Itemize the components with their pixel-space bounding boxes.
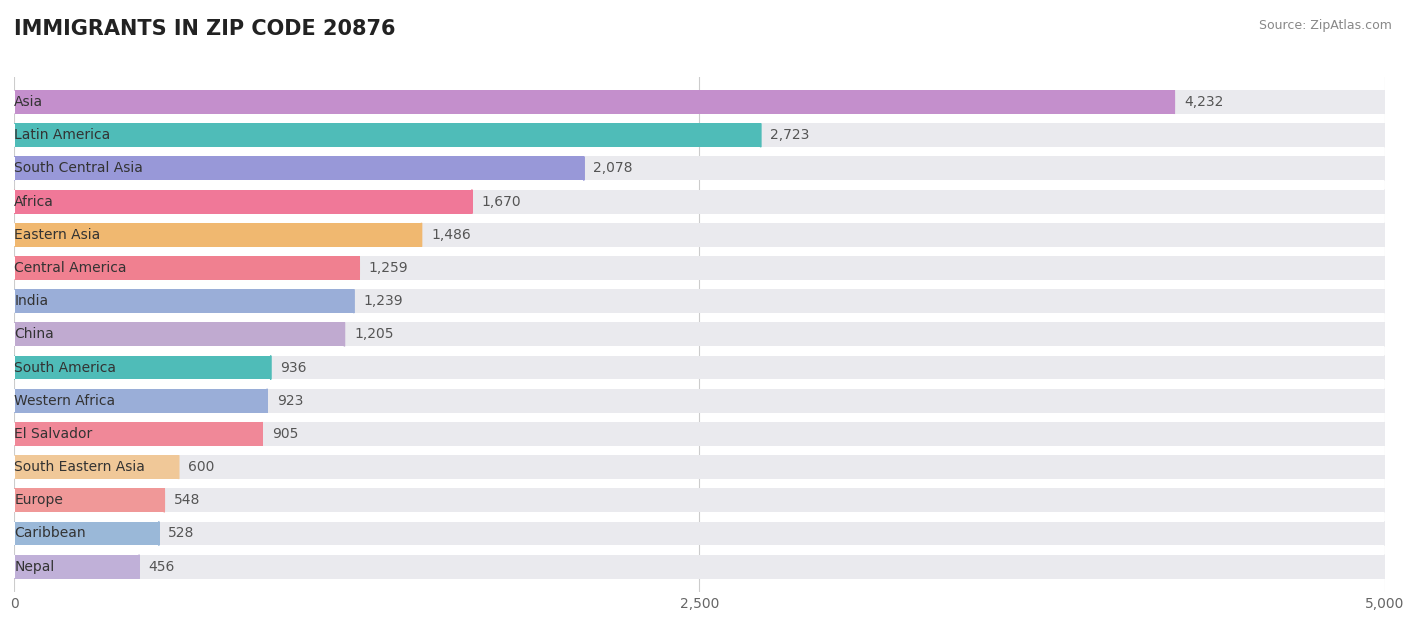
- Bar: [14, 389, 267, 413]
- Text: 548: 548: [174, 493, 200, 507]
- Bar: [14, 156, 583, 181]
- Text: India: India: [14, 294, 48, 308]
- Bar: [14, 356, 271, 379]
- Text: Western Africa: Western Africa: [14, 394, 115, 408]
- Bar: [14, 455, 1385, 479]
- Bar: [14, 521, 159, 545]
- Text: El Salvador: El Salvador: [14, 427, 93, 441]
- Bar: [14, 223, 1385, 247]
- Bar: [14, 422, 262, 446]
- Text: 1,486: 1,486: [432, 228, 471, 242]
- Bar: [14, 289, 1385, 313]
- Bar: [14, 289, 354, 313]
- Text: Asia: Asia: [14, 95, 44, 109]
- Bar: [14, 156, 1385, 181]
- Text: 1,670: 1,670: [481, 195, 522, 208]
- Text: Caribbean: Caribbean: [14, 527, 86, 541]
- Text: 528: 528: [169, 527, 195, 541]
- Bar: [14, 256, 360, 280]
- Bar: [14, 322, 1385, 347]
- Text: 905: 905: [271, 427, 298, 441]
- Bar: [14, 555, 1385, 579]
- Text: South America: South America: [14, 361, 117, 374]
- Bar: [14, 223, 422, 247]
- Bar: [14, 422, 1385, 446]
- Bar: [14, 123, 1385, 147]
- Text: South Eastern Asia: South Eastern Asia: [14, 460, 145, 474]
- Bar: [14, 488, 1385, 512]
- Text: Nepal: Nepal: [14, 559, 55, 574]
- Bar: [14, 190, 472, 213]
- Text: Africa: Africa: [14, 195, 53, 208]
- Bar: [14, 555, 139, 579]
- Bar: [14, 455, 179, 479]
- Text: Latin America: Latin America: [14, 128, 111, 142]
- Text: Eastern Asia: Eastern Asia: [14, 228, 100, 242]
- Text: 1,205: 1,205: [354, 327, 394, 341]
- Text: IMMIGRANTS IN ZIP CODE 20876: IMMIGRANTS IN ZIP CODE 20876: [14, 19, 395, 39]
- Text: 936: 936: [280, 361, 307, 374]
- Text: 2,723: 2,723: [770, 128, 810, 142]
- Text: 600: 600: [188, 460, 215, 474]
- Bar: [14, 90, 1174, 114]
- Bar: [14, 190, 1385, 213]
- Bar: [14, 322, 344, 347]
- Text: 456: 456: [149, 559, 176, 574]
- Bar: [14, 90, 1385, 114]
- Text: Europe: Europe: [14, 493, 63, 507]
- Bar: [14, 256, 1385, 280]
- Bar: [14, 389, 1385, 413]
- Text: 1,259: 1,259: [368, 261, 409, 275]
- Bar: [14, 123, 761, 147]
- Text: China: China: [14, 327, 53, 341]
- Bar: [14, 356, 1385, 379]
- Text: South Central Asia: South Central Asia: [14, 161, 143, 176]
- Text: 2,078: 2,078: [593, 161, 633, 176]
- Text: Central America: Central America: [14, 261, 127, 275]
- Bar: [14, 488, 165, 512]
- Text: 1,239: 1,239: [363, 294, 404, 308]
- Bar: [14, 521, 1385, 545]
- Text: Source: ZipAtlas.com: Source: ZipAtlas.com: [1258, 19, 1392, 32]
- Text: 4,232: 4,232: [1184, 95, 1223, 109]
- Text: 923: 923: [277, 394, 304, 408]
